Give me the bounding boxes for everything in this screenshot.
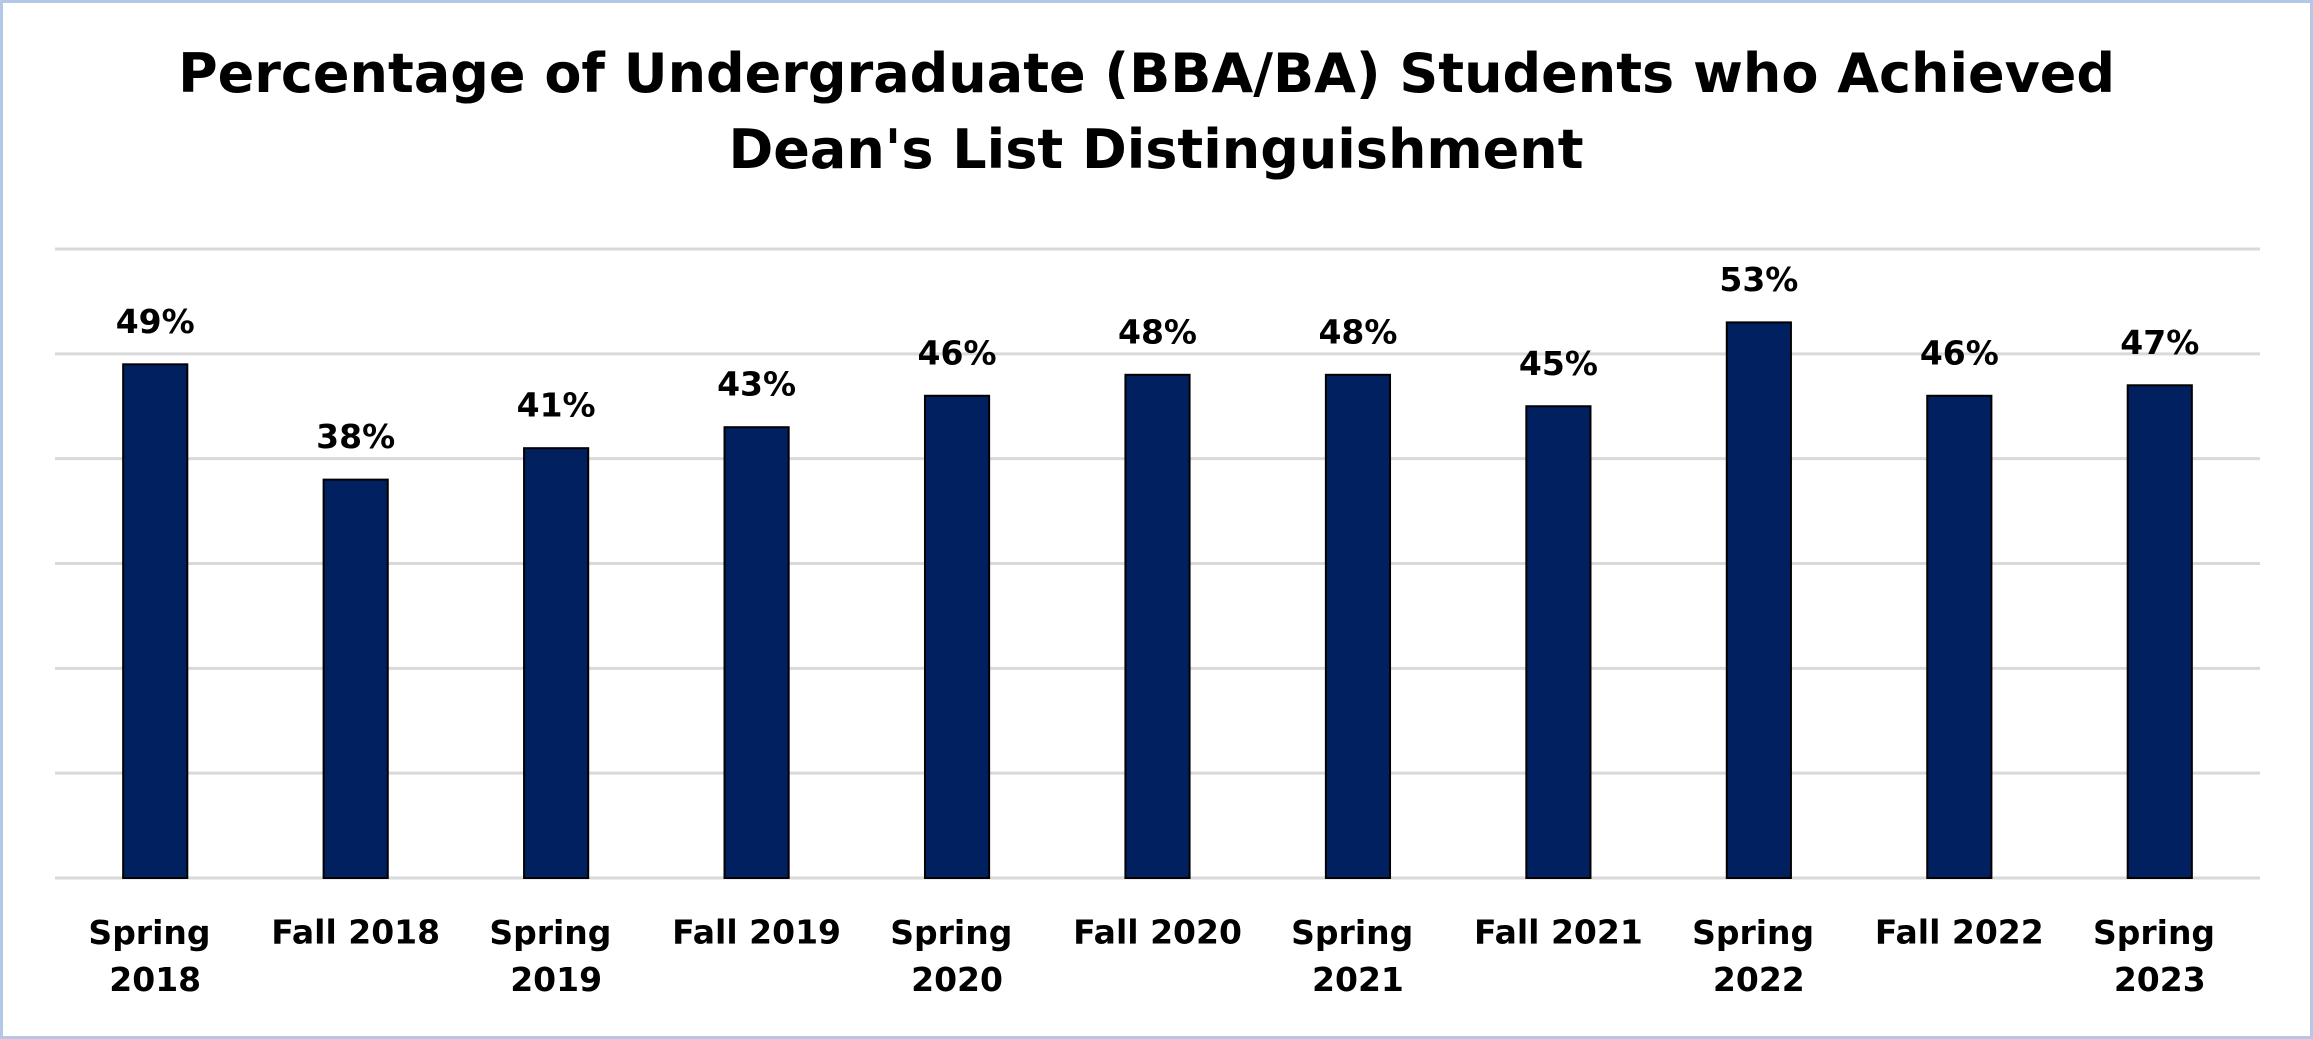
data-label: 46% (918, 333, 997, 372)
x-tick-label: Spring 2022 (1692, 913, 1826, 999)
data-label: 46% (1920, 333, 1999, 372)
x-tick-label: Fall 2022 (1875, 913, 2044, 952)
bar (1525, 405, 1592, 879)
x-tick-label: Spring 2021 (1291, 913, 1425, 999)
x-tick-label: Fall 2019 (672, 913, 841, 952)
data-label: 45% (1519, 344, 1598, 383)
bar (523, 447, 590, 879)
data-label: 53% (1719, 260, 1798, 299)
data-label: 48% (1318, 312, 1397, 351)
x-tick-label: Spring 2018 (88, 913, 222, 999)
chart-title: Percentage of Undergraduate (BBA/BA) Stu… (178, 42, 2134, 181)
data-label: 43% (717, 365, 796, 404)
x-tick-label: Fall 2020 (1073, 913, 1242, 952)
data-label: 49% (116, 302, 195, 341)
bar (322, 478, 389, 879)
data-label: 38% (316, 417, 395, 456)
bar (1324, 373, 1392, 879)
bar (923, 394, 991, 879)
bar (1725, 321, 1792, 879)
x-tick-label: Spring 2020 (890, 913, 1024, 999)
bar (723, 426, 790, 879)
x-tick-label: Spring 2023 (2093, 913, 2227, 999)
x-tick-label: Fall 2021 (1474, 913, 1643, 952)
data-label: 47% (2120, 323, 2199, 362)
bar (2126, 384, 2193, 879)
bar (1926, 394, 1993, 879)
data-label: 41% (517, 386, 596, 425)
bar (1124, 373, 1191, 879)
x-tick-label: Fall 2018 (271, 913, 440, 952)
data-label: 48% (1118, 312, 1197, 351)
bar (122, 363, 189, 880)
x-tick-label: Spring 2019 (489, 913, 623, 999)
